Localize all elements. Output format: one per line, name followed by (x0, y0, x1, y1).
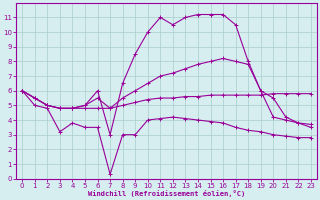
X-axis label: Windchill (Refroidissement éolien,°C): Windchill (Refroidissement éolien,°C) (88, 190, 245, 197)
